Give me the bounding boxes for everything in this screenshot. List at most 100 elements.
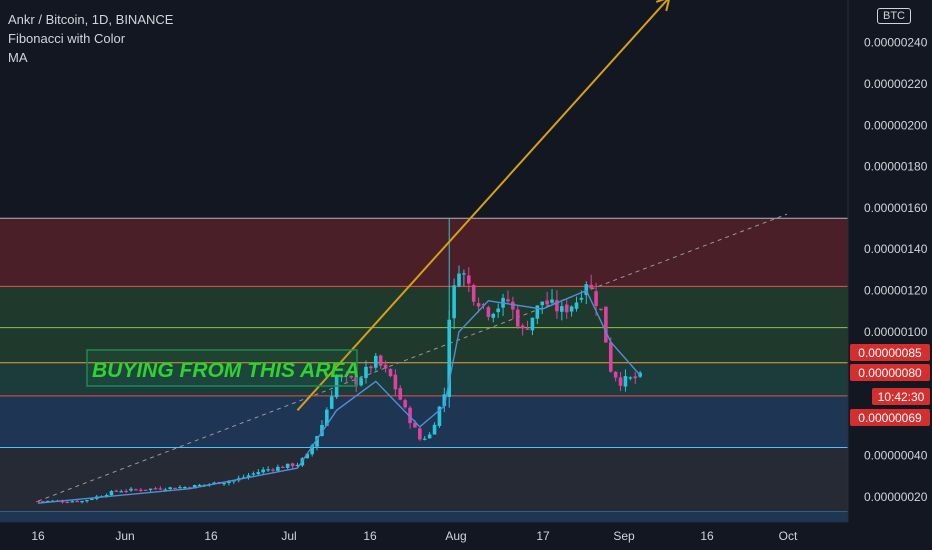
candle-body xyxy=(305,453,310,459)
indicator-ma[interactable]: MA xyxy=(8,50,28,65)
trend-lines xyxy=(37,213,788,502)
price-label-box xyxy=(850,364,930,381)
candle-body xyxy=(124,490,128,493)
candle-body xyxy=(41,501,45,503)
candle-body xyxy=(442,394,447,406)
candle-body xyxy=(271,469,275,471)
x-tick-label: Jun xyxy=(115,529,134,543)
price-axis[interactable]: 0.00000020 0.00000040 0.00000100 0.00000120… xyxy=(864,36,928,504)
candle-body xyxy=(457,273,461,287)
indicator-fibonacci[interactable]: Fibonacci with Color xyxy=(8,31,126,46)
candle-body xyxy=(320,425,324,436)
annotation: BUYING FROM THIS AREA xyxy=(86,349,360,387)
candle-body xyxy=(486,307,491,317)
dashed-trendline xyxy=(37,213,788,502)
y-tick-label: 0.00000120 xyxy=(864,284,928,298)
candle-body xyxy=(613,371,618,378)
candle-body xyxy=(192,485,197,489)
y-tick-label: 0.00000240 xyxy=(864,36,928,50)
candle-body xyxy=(452,285,456,319)
candle-body xyxy=(540,301,545,306)
candle-body xyxy=(491,313,496,318)
price-labels: 0.00000085 0.00000080 10:42:30 0.00000069 xyxy=(850,344,930,426)
candle-body xyxy=(608,342,613,372)
candle-body xyxy=(462,273,466,275)
candle-body xyxy=(618,377,623,386)
time-axis-panel xyxy=(0,522,932,550)
candle-body xyxy=(550,299,554,303)
annotation-text: BUYING FROM THIS AREA xyxy=(92,359,360,382)
chart-legend: Ankr / Bitcoin, 1D, BINANCE Fibonacci wi… xyxy=(8,10,173,67)
candle-body xyxy=(45,500,50,503)
candle-body xyxy=(359,378,363,386)
symbol-title[interactable]: Ankr / Bitcoin, 1D, BINANCE xyxy=(8,12,174,27)
candle-body xyxy=(555,300,559,312)
candle-body xyxy=(114,490,119,492)
candle-body xyxy=(369,366,373,369)
candle-body xyxy=(212,482,217,484)
x-tick-label: 16 xyxy=(31,529,45,543)
candle-body xyxy=(383,364,388,369)
candle-body xyxy=(104,494,109,497)
moving-average xyxy=(37,289,641,504)
fib-band xyxy=(0,362,848,396)
candle-body xyxy=(535,305,540,319)
candle-body xyxy=(143,489,148,491)
currency-badge[interactable]: BTC xyxy=(877,8,911,24)
candle-body xyxy=(525,328,530,330)
price-label-text: 0.00000085 xyxy=(858,346,922,360)
fibonacci-levels xyxy=(0,217,848,522)
fib-band xyxy=(0,286,848,328)
candle-body xyxy=(476,303,481,307)
time-axis[interactable]: 16 Jun 16 Jul 16 Aug 17 Sep 16 Oct xyxy=(31,529,798,543)
candle-body xyxy=(466,275,471,284)
candle-body xyxy=(261,469,265,473)
candle-body xyxy=(334,376,339,398)
price-label-text: 10:42:30 xyxy=(878,390,925,404)
candle-body xyxy=(545,300,549,305)
candle-body xyxy=(574,302,579,309)
candle-body xyxy=(354,376,359,385)
candles xyxy=(36,218,642,504)
candle-body xyxy=(85,499,89,502)
x-tick-label: Oct xyxy=(779,529,798,543)
candle-body xyxy=(373,355,378,368)
candle-body xyxy=(134,489,138,491)
candle-body xyxy=(173,487,177,490)
candle-body xyxy=(530,317,535,331)
candle-body xyxy=(349,375,354,378)
candle-body xyxy=(339,376,344,378)
candle-body xyxy=(623,376,628,387)
y-tick-label: 0.00000220 xyxy=(864,77,928,91)
candle-body xyxy=(90,498,94,501)
candle-body xyxy=(285,463,290,468)
candle-body xyxy=(511,301,515,310)
candle-body xyxy=(481,303,486,306)
ma-line xyxy=(37,289,641,504)
candle-body xyxy=(75,500,79,503)
candle-body xyxy=(139,489,143,491)
candle-body xyxy=(119,491,124,493)
candle-body xyxy=(295,464,300,467)
candle-body xyxy=(256,472,261,475)
candle-body xyxy=(633,376,638,379)
candle-body xyxy=(148,488,153,490)
candle-body xyxy=(276,466,280,471)
candle-body xyxy=(628,377,633,379)
candle-body xyxy=(315,436,319,447)
candle-body xyxy=(569,306,574,312)
x-tick-label: 17 xyxy=(536,529,550,543)
candle-body xyxy=(471,285,476,302)
candle-body xyxy=(560,306,564,312)
y-tick-label: 0.00000020 xyxy=(864,490,928,504)
candle-body xyxy=(246,475,251,477)
candle-body xyxy=(60,501,65,503)
candle-body xyxy=(520,325,525,329)
candle-body xyxy=(290,463,295,467)
fib-band xyxy=(0,218,848,287)
candle-body xyxy=(158,488,163,490)
candle-body xyxy=(564,304,569,313)
candle-body xyxy=(515,309,520,327)
annotation-box xyxy=(86,349,358,387)
